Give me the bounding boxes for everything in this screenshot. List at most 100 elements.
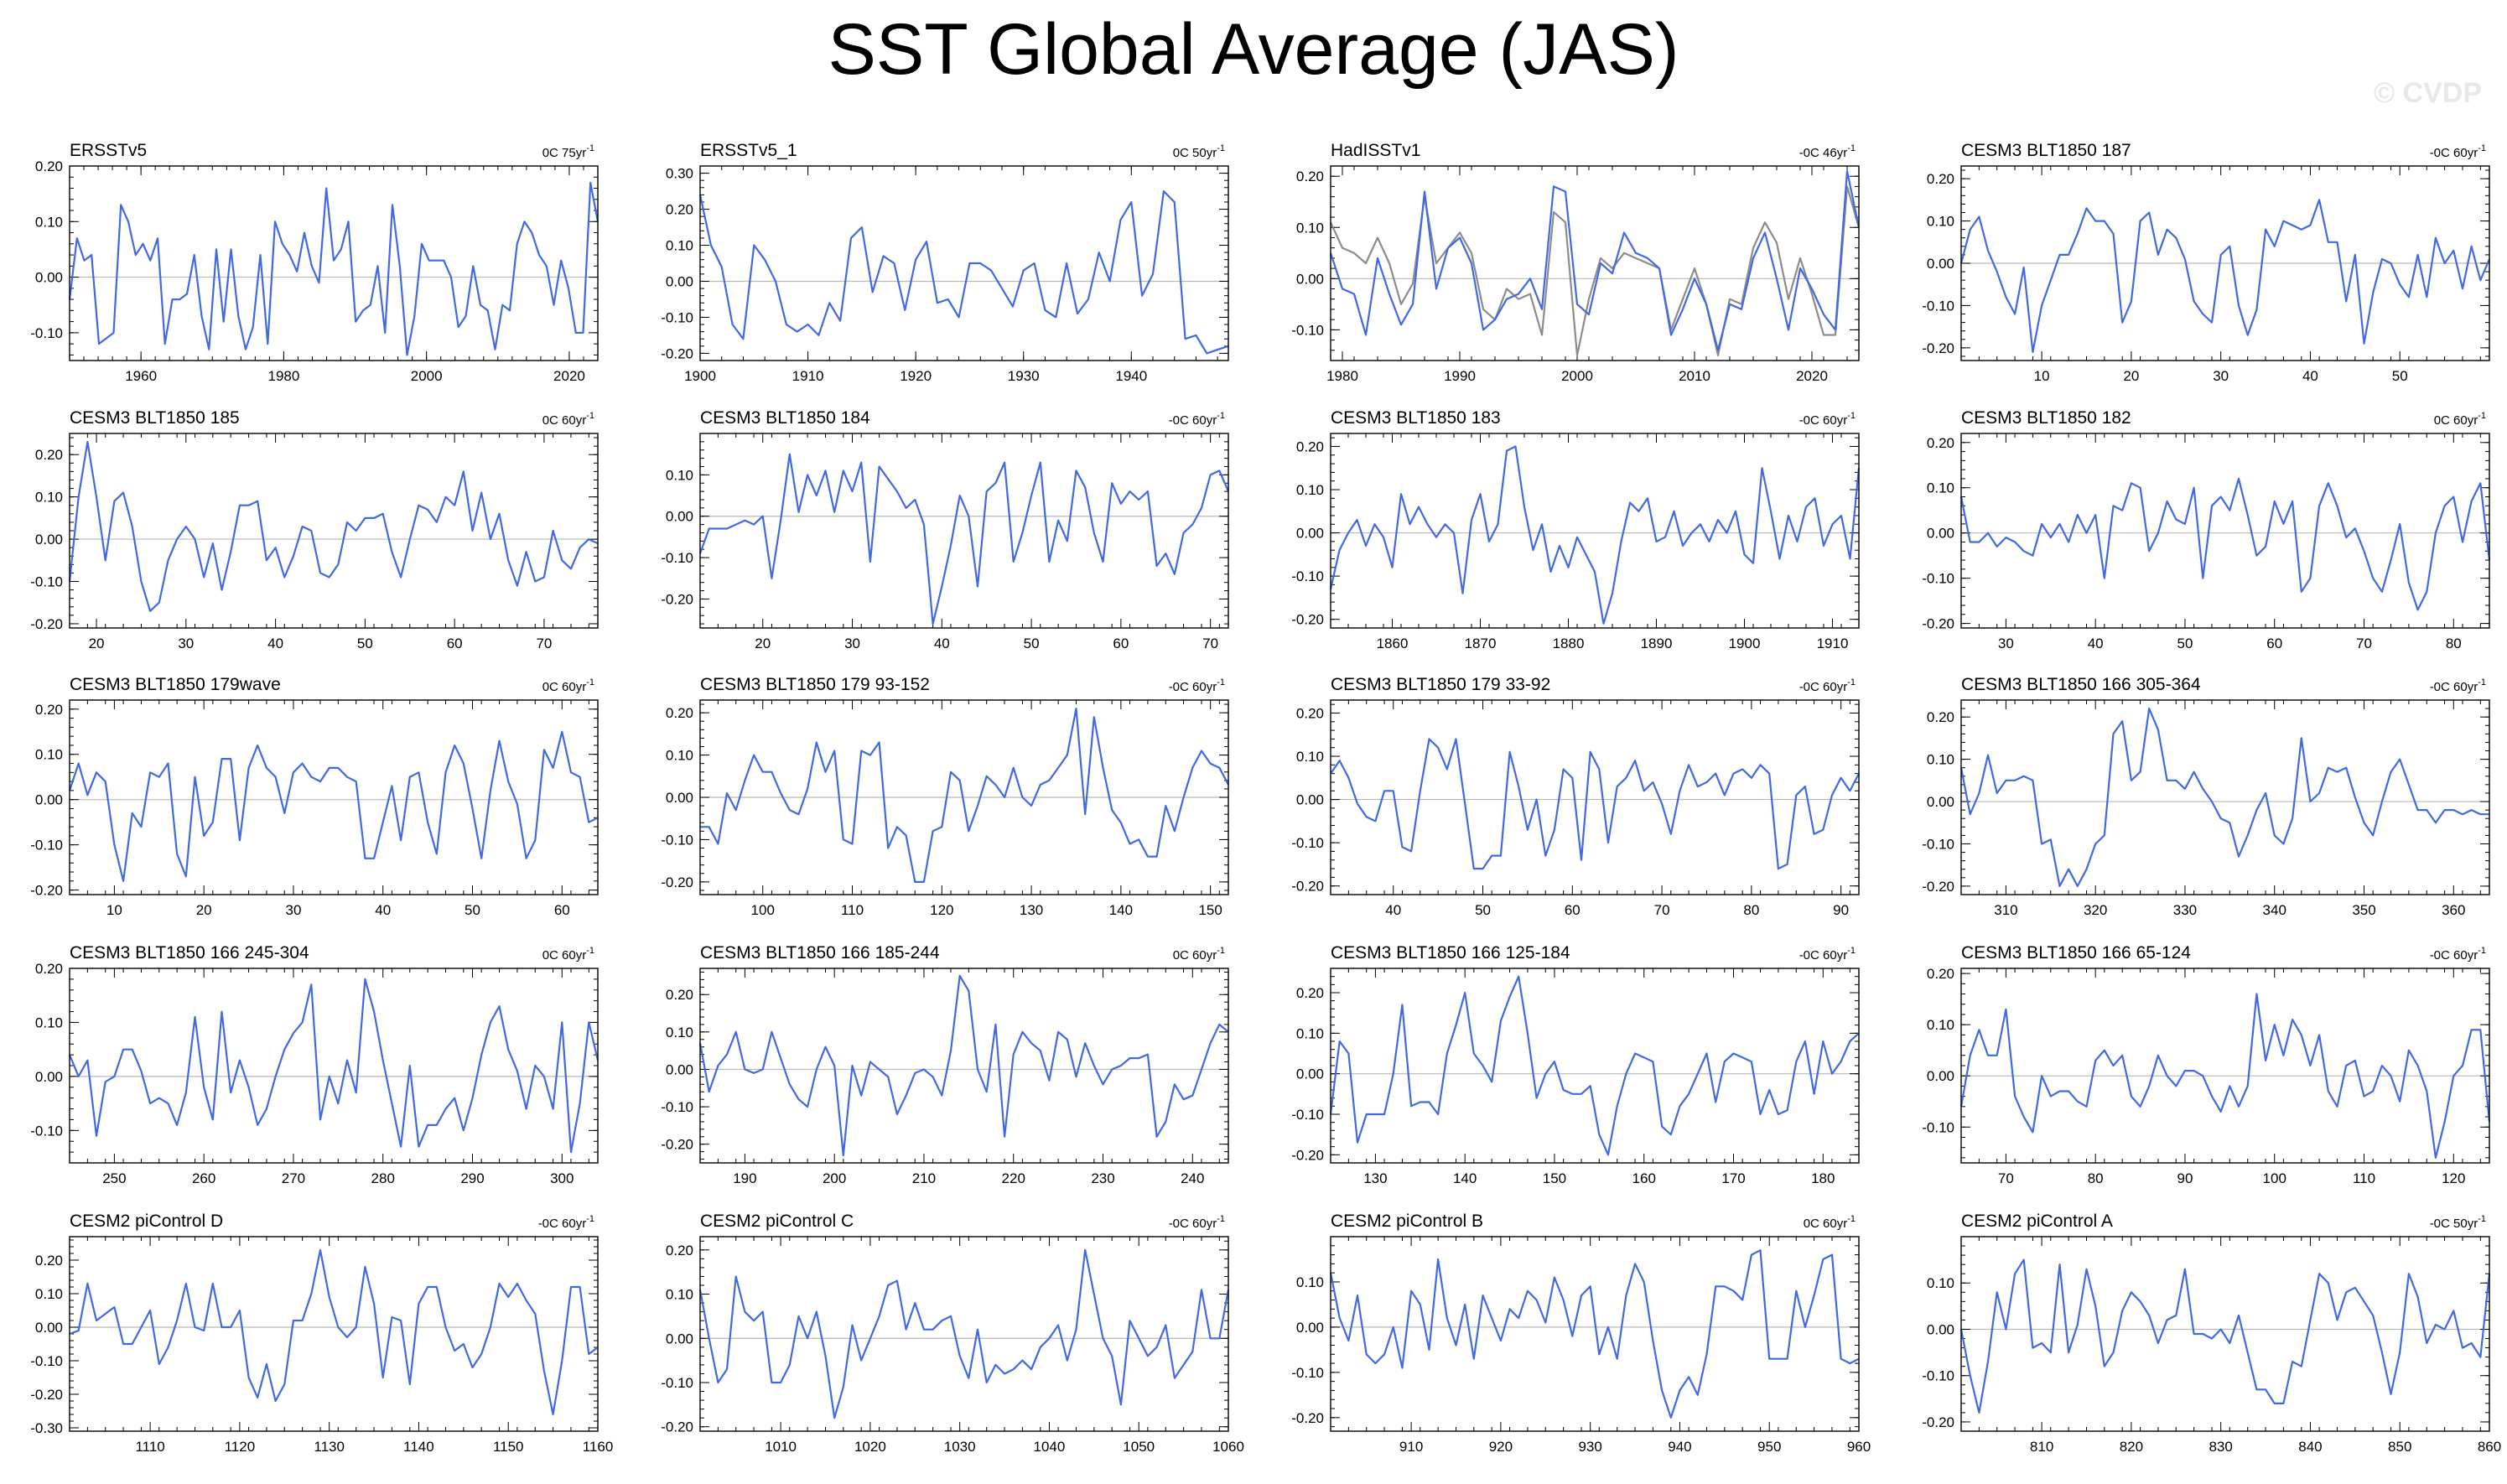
- plot-frame: [1960, 165, 2490, 361]
- x-tick-label: 50: [357, 636, 373, 651]
- y-tick-label: -0.10: [1291, 568, 1324, 584]
- x-tick-label: 100: [751, 902, 775, 918]
- y-tick-label: -0.10: [661, 309, 693, 325]
- y-tick-label: -0.10: [1922, 298, 1954, 314]
- chart-panel: CESM2 piControl C -0C 60yr-1 1010 1020 1030 1…: [661, 1212, 1244, 1455]
- y-tick-label: -0.20: [661, 345, 693, 361]
- x-tick-label: 80: [2446, 636, 2462, 651]
- y-tick-label: 0.00: [35, 792, 63, 808]
- series-line: [1329, 1249, 1860, 1419]
- y-tick-label: 0.10: [35, 1286, 63, 1302]
- series-line: [68, 730, 599, 882]
- x-tick-label: 30: [2213, 368, 2229, 384]
- y-tick-label: -0.20: [661, 1419, 693, 1435]
- plot-frame: [699, 1236, 1229, 1432]
- y-tick-label: 0.10: [1927, 1017, 1954, 1033]
- y-tick-label: -0.10: [30, 838, 63, 854]
- x-tick-label: 1900: [684, 368, 716, 384]
- y-tick-label: -0.20: [1291, 612, 1324, 628]
- x-tick-label: 70: [1654, 902, 1670, 918]
- x-tick-label: 110: [2353, 1170, 2375, 1186]
- y-tick-label: 0.00: [1927, 1068, 1954, 1084]
- panel-title: ERSSTv5_1: [700, 141, 797, 160]
- panel-trend-label: 0C 75yr-1: [542, 143, 594, 160]
- x-tick-label: 350: [2352, 902, 2375, 918]
- series-line: [1959, 477, 2491, 611]
- y-tick-label: -0.10: [1922, 571, 1954, 587]
- plot-frame: [1330, 165, 1860, 361]
- x-tick-label: 250: [102, 1170, 126, 1186]
- panel-trend-label: 0C 60yr-1: [542, 411, 594, 428]
- chart-panel: CESM3 BLT1850 184 -0C 60yr-1 20 30 40 50 60 70 -…: [661, 408, 1230, 651]
- plot-frame: [699, 699, 1229, 895]
- x-tick-label: 40: [1385, 902, 1401, 918]
- x-tick-label: 130: [1020, 902, 1043, 918]
- x-tick-label: 810: [2030, 1439, 2053, 1455]
- x-tick-label: 860: [2478, 1439, 2501, 1455]
- y-tick-label: 0.20: [1296, 169, 1324, 184]
- y-tick-label: -0.10: [1291, 835, 1324, 851]
- y-tick-label: -0.10: [1922, 1368, 1954, 1384]
- plot-frame: [1960, 433, 2490, 629]
- y-tick-label: 0.00: [35, 1320, 63, 1336]
- chart-panel: CESM2 piControl B 0C 60yr-1 910 920 930 940 95…: [1291, 1212, 1871, 1455]
- y-tick-label: 0.20: [666, 987, 693, 1003]
- panel-trend-label: -0C 60yr-1: [538, 1214, 594, 1231]
- y-tick-label: -0.10: [1922, 1119, 1954, 1135]
- y-tick-label: 0.00: [666, 1331, 693, 1346]
- x-tick-label: 820: [2120, 1439, 2143, 1455]
- plot-frame: [699, 165, 1229, 361]
- y-tick-label: 0.00: [35, 270, 63, 286]
- series-line: [1959, 199, 2491, 353]
- trend-superscript: -1: [2478, 1214, 2486, 1224]
- x-tick-label: 1060: [1212, 1439, 1244, 1455]
- y-tick-label: 0.10: [666, 1287, 693, 1303]
- x-tick-label: 90: [1833, 902, 1849, 918]
- x-tick-label: 1990: [1444, 368, 1476, 384]
- secondary-series-line: [1330, 185, 1861, 356]
- x-tick-label: 1150: [493, 1439, 524, 1455]
- y-tick-label: -0.10: [661, 832, 693, 848]
- x-tick-label: 1050: [1123, 1439, 1155, 1455]
- x-tick-label: 1010: [765, 1439, 797, 1455]
- chart-panel: CESM3 BLT1850 185 0C 60yr-1 20 30 40 50 60 70 -0…: [30, 408, 599, 651]
- y-tick-label: 0.10: [1927, 1275, 1954, 1291]
- x-tick-label: 120: [2442, 1170, 2465, 1186]
- trend-superscript: -1: [586, 411, 594, 421]
- panel-trend-label: -0C 60yr-1: [2430, 946, 2486, 963]
- plot-frame: [69, 968, 599, 1164]
- x-tick-label: 1030: [944, 1439, 976, 1455]
- trend-superscript: -1: [2478, 411, 2486, 421]
- y-tick-label: -0.10: [30, 574, 63, 590]
- x-tick-label: 280: [371, 1170, 395, 1186]
- y-tick-label: 0.10: [1296, 1274, 1324, 1290]
- panel-trend-label: 0C 60yr-1: [542, 677, 594, 694]
- y-tick-label: -0.20: [30, 616, 63, 632]
- series-line: [1329, 445, 1861, 625]
- series-line: [1329, 170, 1861, 351]
- x-tick-label: 1120: [225, 1439, 256, 1455]
- y-tick-label: -0.30: [30, 1420, 63, 1436]
- chart-panel: CESM3 BLT1850 182 0C 60yr-1 30 40 50 60 70 80 -0…: [1922, 408, 2491, 651]
- trend-superscript: -1: [586, 677, 594, 688]
- x-tick-label: 190: [733, 1170, 756, 1186]
- x-tick-label: 830: [2209, 1439, 2232, 1455]
- chart-panel: CESM3 BLT1850 166 65-124 -0C 60yr-1 70 80 90…: [1922, 943, 2491, 1186]
- y-tick-label: 0.20: [1296, 985, 1324, 1001]
- x-tick-label: 1910: [792, 368, 824, 384]
- panel-trend-label: -0C 60yr-1: [1799, 411, 1856, 428]
- plot-frame: [69, 1236, 599, 1432]
- x-tick-label: 20: [755, 636, 771, 651]
- chart-panel: CESM3 BLT1850 179 33-92 -0C 60yr-1 40 50 60 7…: [1291, 675, 1860, 918]
- panel-title: CESM3 BLT1850 187: [1961, 141, 2131, 160]
- y-tick-label: 0.20: [35, 961, 63, 977]
- trend-superscript: -1: [2478, 677, 2486, 688]
- plot-frame: [1960, 968, 2490, 1164]
- x-tick-label: 130: [1363, 1170, 1387, 1186]
- y-tick-label: 0.20: [35, 158, 63, 174]
- x-tick-label: 330: [2173, 902, 2197, 918]
- x-tick-label: 850: [2388, 1439, 2411, 1455]
- x-tick-label: 20: [2123, 368, 2139, 384]
- y-tick-label: 0.20: [666, 705, 693, 721]
